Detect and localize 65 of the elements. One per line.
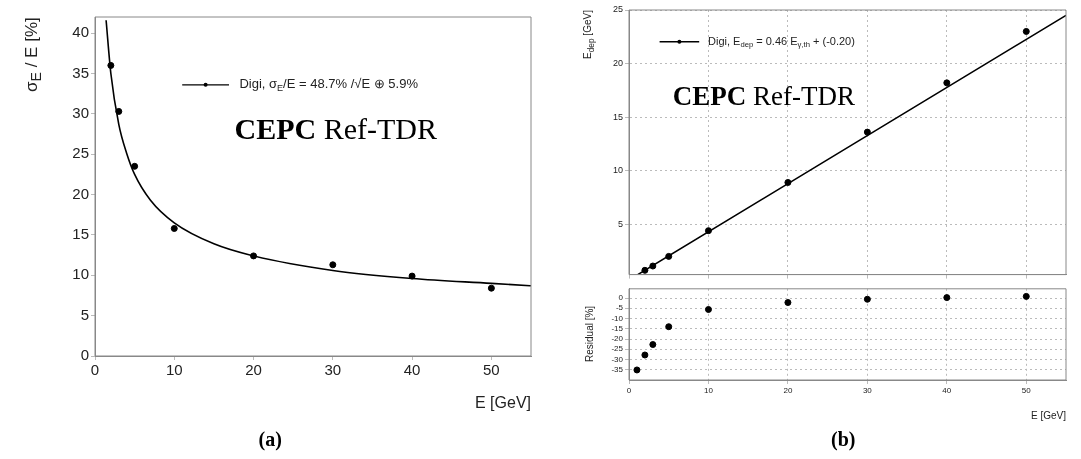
point	[649, 341, 657, 349]
x-tick-label: 40	[403, 361, 421, 379]
x-tick-label: 30	[324, 361, 342, 379]
x-tick-label: 10	[165, 361, 183, 379]
point	[784, 178, 792, 186]
y-tick-label: 30	[72, 104, 89, 121]
point	[863, 295, 871, 303]
point	[633, 366, 641, 374]
x-tick-label: 0	[626, 386, 632, 395]
y-tick-label: -35	[611, 364, 624, 374]
y-tick-label: -15	[611, 323, 624, 333]
y-tick-label: 15	[72, 225, 89, 243]
y-tick-label: 25	[72, 144, 89, 162]
point	[665, 323, 673, 331]
x-tick-label: 10	[704, 386, 714, 395]
y-tick-label: 0	[618, 293, 624, 303]
point	[1022, 27, 1030, 35]
text: (a)	[258, 428, 282, 450]
x-axis-title: E [GeV]	[1031, 410, 1067, 421]
point	[784, 299, 792, 307]
y-tick-label: 5	[617, 218, 623, 229]
point	[641, 266, 649, 274]
x-tick-label: 20	[245, 361, 262, 379]
x-axis-title: E [GeV]	[475, 394, 532, 412]
y-axis-title: Residual [%]	[583, 306, 595, 363]
point	[329, 261, 337, 269]
x-tick-label: 40	[942, 386, 952, 395]
point	[943, 294, 951, 302]
y-tick-label: -5	[615, 303, 624, 313]
point	[170, 224, 178, 232]
y-tick-label: 10	[612, 165, 623, 176]
annotation: CEPC Ref-TDR	[672, 81, 855, 112]
y-tick-label: 10	[72, 265, 89, 283]
x-tick-label: 50	[1021, 386, 1032, 395]
point	[487, 284, 495, 292]
y-tick-label: -30	[611, 354, 624, 364]
point	[107, 61, 115, 69]
text: (b)	[831, 428, 856, 450]
y-tick-label: 20	[72, 184, 89, 202]
y-tick-label: -25	[611, 344, 624, 354]
y-tick-label: 5	[80, 305, 89, 323]
point	[704, 306, 712, 313]
y-tick-label: 0	[80, 346, 89, 364]
point	[704, 227, 712, 235]
x-tick-label: 20	[783, 386, 793, 395]
y-tick-label: -10	[611, 313, 624, 323]
point	[250, 252, 258, 260]
point	[665, 252, 673, 260]
point	[115, 107, 123, 115]
point	[641, 351, 649, 359]
y-tick-label: 25	[612, 4, 623, 15]
annotation: CEPC Ref-TDR	[234, 111, 437, 145]
y-tick-label: 35	[72, 63, 89, 81]
y-tick-label: 15	[612, 111, 623, 122]
point	[649, 262, 657, 270]
y-tick-label: 40	[72, 23, 89, 41]
x-tick-label: 30	[862, 386, 873, 395]
x-tick-label: 50	[483, 361, 500, 379]
y-tick-label: 20	[612, 58, 623, 69]
point	[1022, 292, 1030, 300]
point	[863, 128, 871, 136]
point	[131, 162, 139, 170]
point	[408, 272, 416, 280]
point	[943, 79, 951, 87]
y-tick-label: -20	[611, 334, 624, 344]
